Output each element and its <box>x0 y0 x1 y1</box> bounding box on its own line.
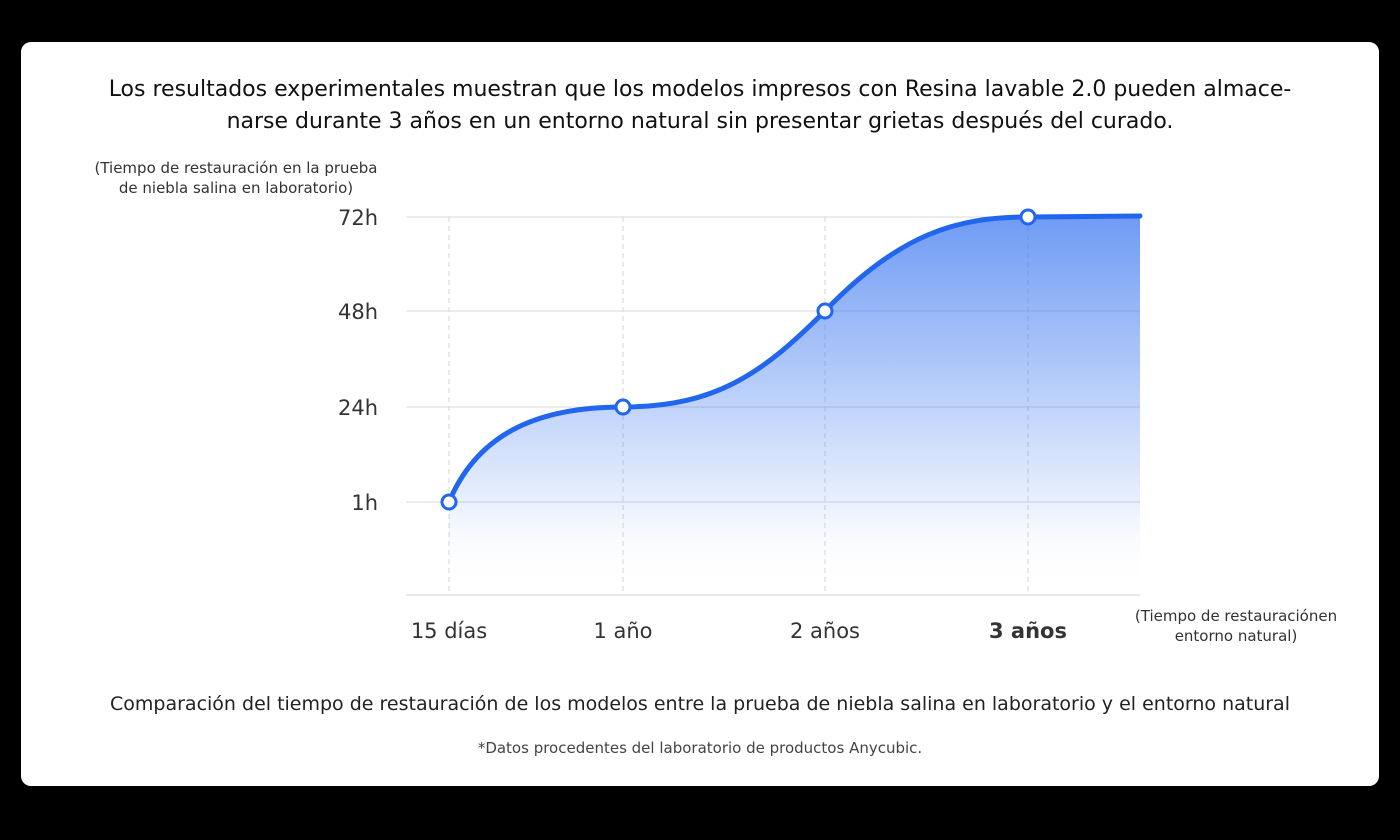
title-line-2: narse durante 3 años en un entorno natur… <box>226 109 1174 134</box>
area-fill <box>449 216 1140 595</box>
x-tick-label: 1 año <box>593 619 652 643</box>
data-point <box>1019 208 1037 226</box>
x-axis-label-line-1: (Tiempo de restauraciónen <box>1134 607 1338 625</box>
x-axis-label-line-2: entorno natural) <box>1174 627 1298 645</box>
data-point <box>614 398 632 416</box>
y-axis-label-line-2: de niebla salina en laboratorio) <box>118 179 354 197</box>
x-tick-label: 2 años <box>790 619 860 643</box>
y-tick-label: 48h <box>338 300 378 324</box>
chart-title: Los resultados experimentales muestran q… <box>21 74 1379 138</box>
title-line-1: Los resultados experimentales muestran q… <box>108 77 1292 102</box>
series-line <box>446 213 1143 505</box>
y-tick-label: 72h <box>338 206 378 230</box>
chart-card: Los resultados experimentales muestran q… <box>21 42 1379 786</box>
data-point <box>816 302 834 320</box>
y-tick-label: 24h <box>338 396 378 420</box>
y-axis-label-line-1: (Tiempo de restauración en la prueba <box>94 159 378 177</box>
data-point <box>440 493 458 511</box>
y-tick-label: 1h <box>351 491 378 515</box>
footnote: *Datos procedentes del laboratorio de pr… <box>477 739 923 757</box>
chart-caption: Comparación del tiempo de restauración d… <box>110 693 1290 715</box>
x-tick-label: 15 días <box>411 619 487 643</box>
y-axis-label: (Tiempo de restauración en la prueba de … <box>71 158 401 198</box>
x-tick-label: 3 años <box>989 619 1067 643</box>
x-axis-label: (Tiempo de restauraciónen entorno natura… <box>1106 606 1366 646</box>
